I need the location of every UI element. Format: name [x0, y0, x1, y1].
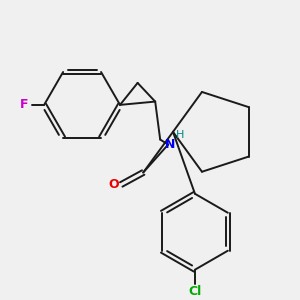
Text: N: N — [165, 138, 175, 151]
Text: F: F — [20, 98, 28, 111]
Text: O: O — [108, 178, 119, 191]
Text: H: H — [176, 130, 184, 140]
Text: Cl: Cl — [188, 285, 202, 298]
